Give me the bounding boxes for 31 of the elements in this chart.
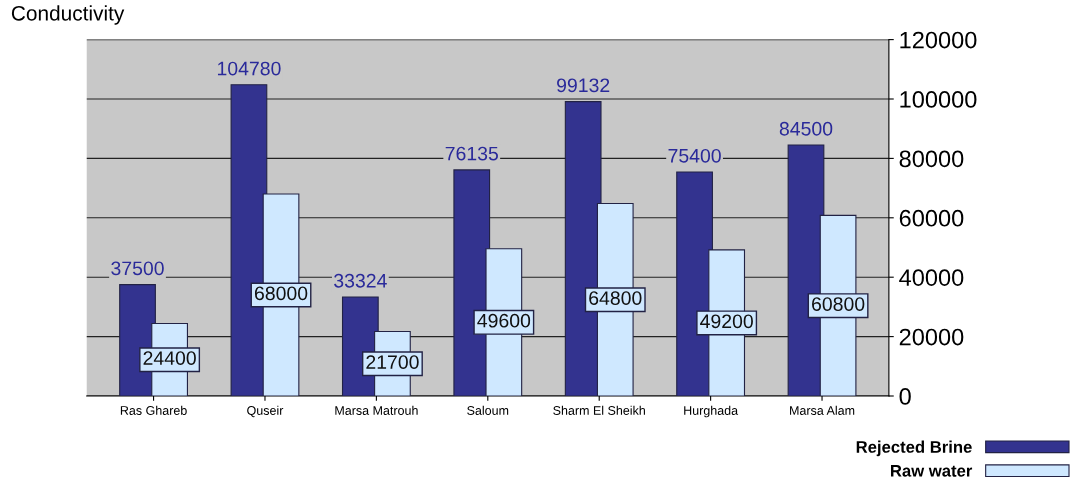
data-label: 49600 bbox=[477, 313, 531, 328]
legend-label: Rejected Brine bbox=[856, 440, 972, 457]
data-label: 84500 bbox=[779, 121, 833, 136]
data-label: 75400 bbox=[668, 148, 721, 163]
data-label: 33324 bbox=[334, 273, 387, 288]
data-label: 104780 bbox=[217, 61, 281, 76]
data-label: 76135 bbox=[445, 146, 498, 161]
y-tick-label: 60000 bbox=[899, 209, 964, 227]
data-label: 64800 bbox=[589, 291, 642, 305]
data-label: 99132 bbox=[557, 78, 610, 93]
y-tick-label: 80000 bbox=[899, 150, 964, 168]
y-tick-label: 20000 bbox=[899, 328, 964, 346]
data-label: 37500 bbox=[111, 261, 164, 276]
y-tick-label: 100000 bbox=[900, 91, 977, 108]
x-tick-label: Ras Ghareb bbox=[120, 405, 187, 415]
data-label: 68000 bbox=[254, 286, 308, 301]
x-tick-label: Hurghada bbox=[684, 405, 739, 418]
data-label: 21700 bbox=[366, 355, 419, 369]
y-tick-label: 120000 bbox=[900, 31, 977, 49]
legend-label: Raw water bbox=[891, 465, 973, 477]
y-tick-label: 40000 bbox=[899, 269, 964, 286]
x-tick-label: Quseir bbox=[247, 405, 284, 418]
x-tick-label: Marsa Matrouh bbox=[335, 405, 418, 415]
x-tick-label: Sharm El Sheikh bbox=[553, 405, 645, 415]
data-label: 24400 bbox=[143, 351, 196, 365]
x-tick-label: Saloum bbox=[467, 405, 509, 415]
data-label: 49200 bbox=[700, 314, 753, 329]
y-tick-label: 0 bbox=[899, 388, 911, 405]
x-tick-label: Marsa Alam bbox=[790, 405, 855, 415]
data-label: 60800 bbox=[812, 297, 865, 311]
chart-title: Conductivity bbox=[11, 5, 125, 25]
